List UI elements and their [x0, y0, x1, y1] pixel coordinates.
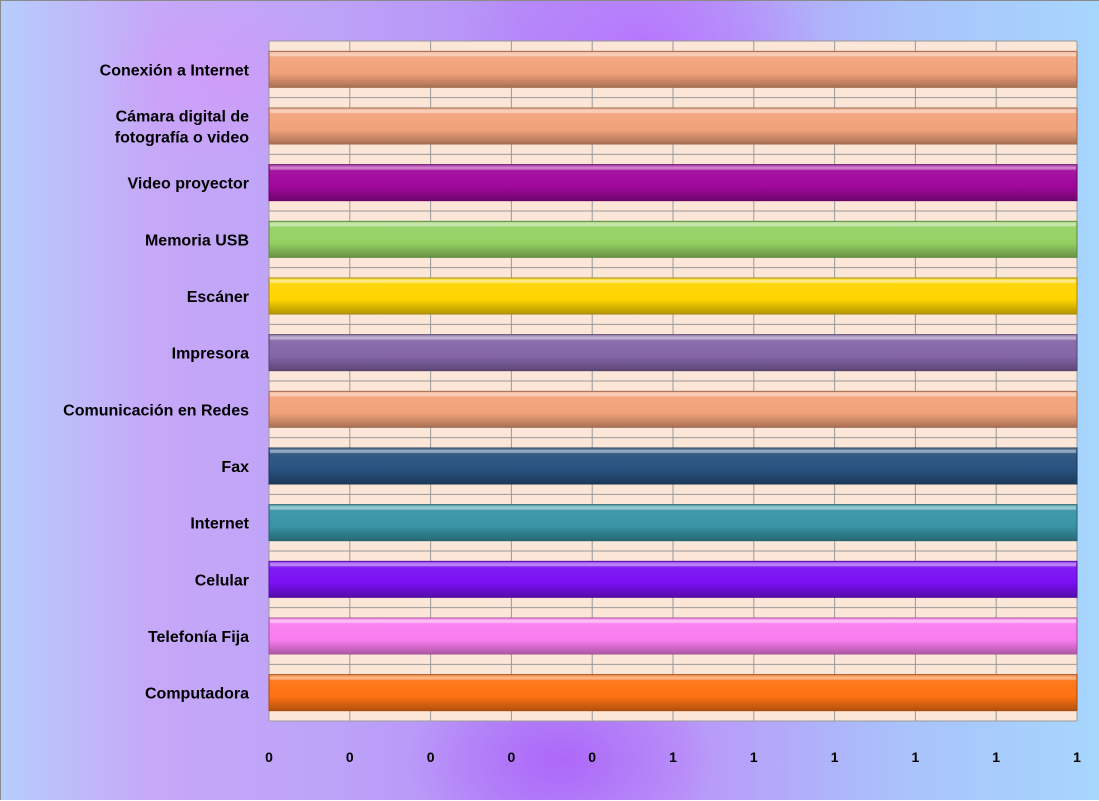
x-tick-label: 1	[912, 749, 920, 765]
x-tick-label: 0	[508, 749, 516, 765]
bar	[268, 220, 1078, 258]
x-tick-label: 1	[669, 749, 677, 765]
bar-highlight	[270, 676, 1076, 680]
bar-highlight	[270, 110, 1076, 113]
bar	[268, 617, 1078, 655]
bar-highlight	[270, 393, 1076, 397]
category-label: Escáner	[187, 289, 249, 306]
bar-highlight	[270, 506, 1076, 510]
x-tick-label: 0	[346, 749, 354, 765]
x-tick-labels: 0 0 0 0 0 1 1 1 1 1 1	[265, 749, 1081, 765]
x-tick-label: 1	[1073, 749, 1081, 765]
bar-highlight	[270, 223, 1076, 227]
bar-highlight	[270, 336, 1076, 340]
category-label: Conexión a Internet	[100, 62, 250, 79]
category-label: Computadora	[145, 686, 249, 703]
bar	[268, 334, 1078, 372]
category-label: Fax	[221, 459, 249, 476]
category-label: Comunicación en Redes	[63, 402, 249, 419]
bar	[268, 277, 1078, 315]
plot-area	[268, 40, 1078, 722]
bar-highlight	[270, 620, 1076, 623]
x-tick-label: 1	[750, 749, 758, 765]
bar-highlight	[270, 53, 1076, 57]
bar	[268, 447, 1078, 485]
category-label: fotografía o video	[115, 130, 249, 147]
x-tick-label: 0	[265, 749, 273, 765]
bar	[268, 107, 1078, 145]
category-label: Internet	[190, 516, 249, 533]
bar-highlight	[270, 280, 1076, 283]
bar	[268, 504, 1078, 542]
x-tick-label: 0	[427, 749, 435, 765]
bar	[268, 164, 1078, 202]
bar	[268, 390, 1078, 428]
bar	[268, 674, 1078, 712]
bar	[268, 560, 1078, 598]
x-tick-label: 1	[992, 749, 1000, 765]
bars	[268, 50, 1078, 712]
category-label: Video proyector	[127, 176, 249, 193]
x-tick-label: 0	[588, 749, 596, 765]
category-labels: Conexión a Internet Cámara digital de foto…	[63, 62, 250, 702]
category-label: Telefonía Fija	[148, 629, 249, 646]
category-label: Cámara digital de	[116, 109, 249, 126]
category-label: Celular	[195, 572, 249, 589]
x-tick-label: 1	[831, 749, 839, 765]
bar-highlight	[270, 450, 1076, 453]
bar-highlight	[270, 166, 1076, 170]
bar	[268, 50, 1078, 88]
bar-highlight	[270, 563, 1076, 567]
category-label: Impresora	[172, 346, 249, 363]
category-label: Memoria USB	[145, 232, 249, 249]
